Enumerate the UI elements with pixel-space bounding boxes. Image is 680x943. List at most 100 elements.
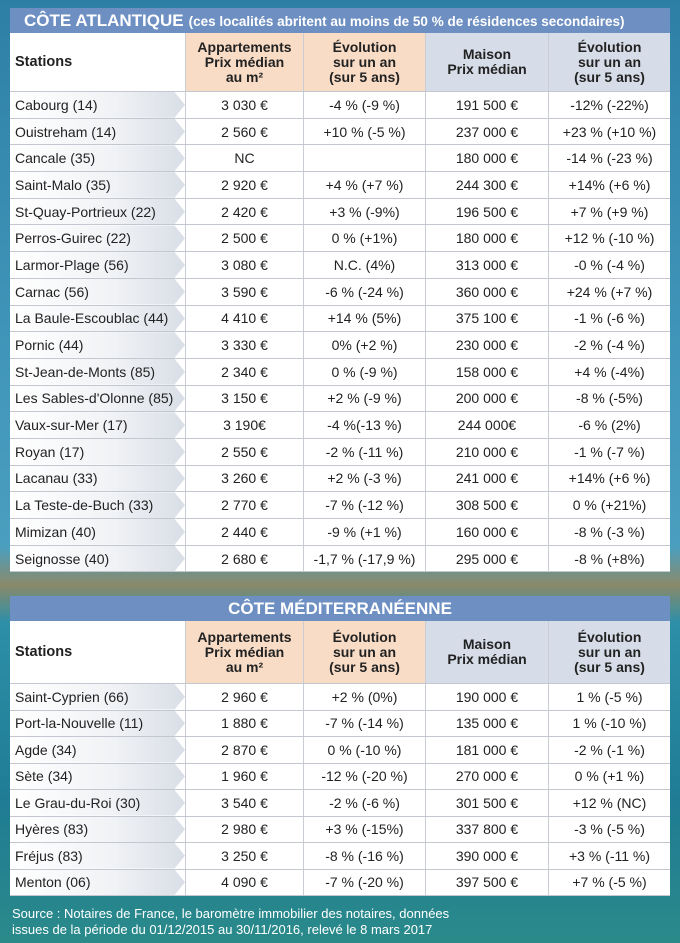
value-cell: 160 000 € xyxy=(425,519,548,545)
table-row: Agde (34) 2 870 €0 % (-10 %) 181 000 € -2 %… xyxy=(10,737,670,764)
station-cell: Saint-Malo (35) xyxy=(10,172,185,198)
value-cell: -9 % (+1 %) xyxy=(303,519,425,545)
value-cell: -7 % (-20 %) xyxy=(303,869,425,895)
value-cell: 337 800 € xyxy=(425,816,548,842)
station-cell: Les Sables-d'Olonne (85) xyxy=(10,385,185,412)
station-cell: Le Grau-du-Roi (30) xyxy=(10,790,185,816)
table-row: Mimizan (40) 2 440 € -9 % (+1 %) 160 000 € -… xyxy=(10,519,670,546)
value-cell: 180 000 € xyxy=(425,225,548,252)
header-cell: Évolution sur un an (sur 5 ans) xyxy=(548,621,670,683)
value-cell: 313 000 € xyxy=(425,252,548,278)
value-cell: +3 % (-9%) xyxy=(303,198,425,225)
value-cell: +12 % (NC) xyxy=(548,790,670,816)
table-row: Ouistreham (14) 2 560 € +10 % (-5 %) 237 00… xyxy=(10,118,670,146)
value-cell: 0 % (+1%) xyxy=(303,225,425,252)
header-row: Stations Appartements Prix médian au m² Év… xyxy=(10,33,670,92)
value-cell: 0 % (+21%) xyxy=(548,492,670,518)
header-cell: Stations xyxy=(10,33,185,91)
value-cell: 237 000 € xyxy=(425,118,548,145)
station-cell: Port-la-Nouvelle (11) xyxy=(10,710,185,736)
table-row: Royan (17) 2 550 € -2 % (-11 %) 210 000 € -1… xyxy=(10,438,670,466)
header-cell: Appartements Prix médian au m² xyxy=(185,621,303,683)
table-row: St-Jean-de-Monts (85) 2 340 €0 % (-9 %) 15… xyxy=(10,358,670,386)
value-cell: 2 920 € xyxy=(185,172,303,198)
value-cell: -3 % (-5 %) xyxy=(548,816,670,842)
value-cell: +7 % (-5 %) xyxy=(548,869,670,895)
value-cell: 1 % (-5 %) xyxy=(548,684,670,710)
value-cell: +14% (+6 %) xyxy=(548,465,670,492)
value-cell: 0% (+2 %) xyxy=(303,332,425,358)
source: Source : Notaires de France, le baromètr… xyxy=(12,906,449,938)
value-cell: -0 % (-4 %) xyxy=(548,252,670,278)
table-row: Larmor-Plage (56) 3 080 € N.C. (4%) 313 000… xyxy=(10,252,670,279)
value-cell: 4 410 € xyxy=(185,305,303,332)
header-row: Stations Appartements Prix médian au m² Év… xyxy=(10,621,670,684)
value-cell: -12% (-22%) xyxy=(548,92,670,118)
header-cell: Évolution sur un an (sur 5 ans) xyxy=(303,621,425,683)
value-cell: +7 % (+9 %) xyxy=(548,198,670,225)
value-cell: 2 980 € xyxy=(185,816,303,842)
value-cell: 2 560 € xyxy=(185,118,303,145)
value-cell: +3 % (-11 %) xyxy=(548,843,670,869)
table-row: Pornic (44) 3 330 €0% (+2 %) 230 000 € -2 %… xyxy=(10,332,670,359)
section-title: CÔTE ATLANTIQUE xyxy=(24,11,184,30)
value-cell: 2 420 € xyxy=(185,198,303,225)
value-cell: 375 100 € xyxy=(425,305,548,332)
header-cell: Évolution sur un an (sur 5 ans) xyxy=(548,33,670,91)
value-cell: 360 000 € xyxy=(425,278,548,305)
table-row: Saint-Malo (35) 2 920 € +4 % (+7 %) 244 300… xyxy=(10,172,670,199)
header-cell: Évolution sur un an (sur 5 ans) xyxy=(303,33,425,91)
value-cell: 241 000 € xyxy=(425,465,548,492)
value-cell: -1 % (-7 %) xyxy=(548,438,670,465)
station-cell: Pornic (44) xyxy=(10,332,185,358)
table-row: Seignosse (40) 2 680 € -1,7 % (-17,9 %) 295… xyxy=(10,545,670,573)
value-cell: -4 %(-13 %) xyxy=(303,412,425,438)
section-title-bar: CÔTE MÉDITERRANÉENNE xyxy=(10,596,670,621)
mediterranean-section: CÔTE MÉDITERRANÉENNE Stations Appartements… xyxy=(10,596,670,896)
value-cell: 397 500 € xyxy=(425,869,548,895)
value-cell: -12 % (-20 %) xyxy=(303,763,425,789)
value-cell: -8 % (-16 %) xyxy=(303,843,425,869)
value-cell: 0 % (-10 %) xyxy=(303,737,425,763)
value-cell: -7 % (-14 %) xyxy=(303,710,425,736)
value-cell: +14 % (5%) xyxy=(303,305,425,332)
section-title-bar: CÔTE ATLANTIQUE (ces localités abritent a… xyxy=(10,8,670,33)
table-row: Sète (34) 1 960 € -12 % (-20 %) 270 000 €0 … xyxy=(10,763,670,790)
station-cell: Sète (34) xyxy=(10,763,185,789)
station-cell: Ouistreham (14) xyxy=(10,118,185,145)
value-cell: -2 % (-11 %) xyxy=(303,438,425,465)
value-cell: -2 % (-6 %) xyxy=(303,790,425,816)
table-row: St-Quay-Portrieux (22) 2 420 € +3 % (-9%) 1… xyxy=(10,198,670,226)
header-cell: Maison Prix médian xyxy=(425,621,548,683)
value-cell: 1 % (-10 %) xyxy=(548,710,670,736)
value-cell: 3 540 € xyxy=(185,790,303,816)
table-row: Fréjus (83) 3 250 € -8 % (-16 %) 390 000 € +… xyxy=(10,843,670,870)
value-cell: N.C. (4%) xyxy=(303,252,425,278)
value-cell: -2 % (-1 %) xyxy=(548,737,670,763)
value-cell: -6 % (-24 %) xyxy=(303,278,425,305)
atlantic-section: CÔTE ATLANTIQUE (ces localités abritent a… xyxy=(10,8,670,573)
header-cell: Appartements Prix médian au m² xyxy=(185,33,303,91)
value-cell: 180 000 € xyxy=(425,145,548,172)
station-cell: Agde (34) xyxy=(10,737,185,763)
value-cell: -4 % (-9 %) xyxy=(303,92,425,118)
value-cell: 308 500 € xyxy=(425,492,548,518)
value-cell: +2 % (0%) xyxy=(303,684,425,710)
value-cell: 158 000 € xyxy=(425,358,548,385)
table-row: Cabourg (14) 3 030 € -4 % (-9 %) 191 500 € -… xyxy=(10,92,670,119)
value-cell: 230 000 € xyxy=(425,332,548,358)
value-cell xyxy=(303,145,425,172)
value-cell: 181 000 € xyxy=(425,737,548,763)
section-title: CÔTE MÉDITERRANÉENNE xyxy=(228,599,452,618)
value-cell: -7 % (-12 %) xyxy=(303,492,425,518)
station-cell: Menton (06) xyxy=(10,869,185,895)
value-cell: 3 190€ xyxy=(185,412,303,438)
section-subtitle: (ces localités abritent au moins de 50 %… xyxy=(188,14,625,29)
value-cell: 200 000 € xyxy=(425,385,548,412)
header-cell: Maison Prix médian xyxy=(425,33,548,91)
value-cell: 3 590 € xyxy=(185,278,303,305)
station-cell: Cancale (35) xyxy=(10,145,185,172)
value-cell: 270 000 € xyxy=(425,763,548,789)
value-cell: 2 440 € xyxy=(185,519,303,545)
